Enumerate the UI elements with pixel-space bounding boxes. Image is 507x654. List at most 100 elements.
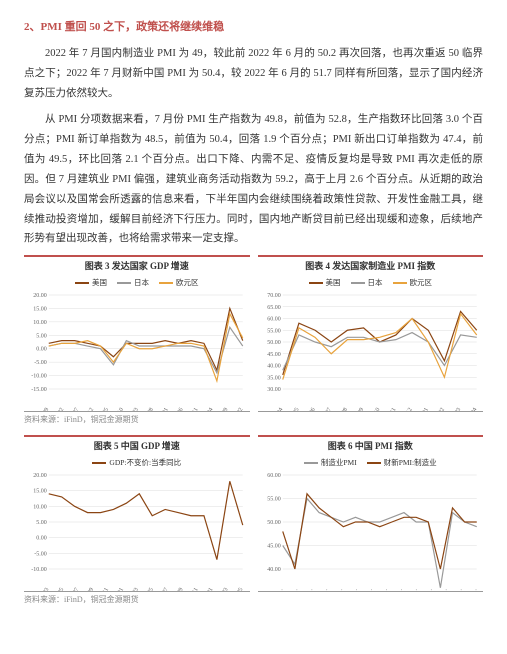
svg-text:2014…: 2014… [359, 587, 373, 591]
svg-text:45.00: 45.00 [267, 352, 281, 358]
svg-text:2002/09: 2002/09 [35, 407, 50, 411]
svg-text:5.00: 5.00 [36, 334, 47, 340]
chart-legend: 制造业PMI 财新PMI:制造业 [258, 454, 484, 471]
svg-text:2016…: 2016… [389, 587, 403, 591]
svg-text:2011-06: 2011-06 [301, 407, 316, 411]
section-title: 2、PMI 重回 50 之下，政策还将继续维稳 [24, 18, 483, 34]
legend-item: 财新PMI:制造业 [367, 457, 437, 468]
svg-text:2008…: 2008… [270, 587, 284, 591]
svg-text:65.00: 65.00 [267, 305, 281, 311]
legend-item: 日本 [351, 277, 383, 288]
svg-text:2021/02: 2021/02 [229, 407, 244, 411]
svg-text:2000-11: 2000-11 [95, 587, 110, 591]
paragraph-1: 2022 年 7 月国内制造业 PMI 为 49，较此前 2022 年 6 月的… [24, 44, 483, 104]
svg-text:1996-07: 1996-07 [65, 587, 80, 591]
legend-item: 欧元区 [393, 277, 433, 288]
svg-text:-15.00: -15.00 [31, 387, 47, 393]
svg-text:2011/03: 2011/03 [125, 407, 140, 411]
source-1: 资料来源：iFinD，铜冠金源期货 [24, 412, 483, 431]
chart-row-2: 图表 5 中国 GDP 增速GDP:不变价:当季同比-10.00-5.000.0… [24, 435, 483, 592]
svg-text:20.00: 20.00 [33, 293, 47, 299]
svg-text:2019/09: 2019/09 [215, 407, 230, 411]
svg-text:40.00: 40.00 [267, 364, 281, 370]
svg-text:50.00: 50.00 [267, 340, 281, 346]
svg-text:2021-03: 2021-03 [447, 407, 462, 411]
svg-text:2014/01: 2014/01 [155, 407, 170, 411]
svg-text:2007-05: 2007-05 [140, 587, 155, 591]
svg-text:0.00: 0.00 [36, 347, 47, 353]
legend-item: 制造业PMI [304, 457, 357, 468]
svg-text:2013…: 2013… [344, 587, 358, 591]
svg-text:2015/06: 2015/06 [170, 407, 185, 411]
svg-text:2008/05: 2008/05 [95, 407, 110, 411]
svg-text:2009/10: 2009/10 [110, 407, 125, 411]
legend-item: 日本 [117, 277, 149, 288]
svg-text:55.00: 55.00 [267, 497, 281, 503]
legend-item: 美国 [309, 277, 341, 288]
svg-text:10.00: 10.00 [33, 320, 47, 326]
legend-item: 欧元区 [159, 277, 199, 288]
svg-text:2009-07: 2009-07 [155, 587, 170, 591]
legend-item: GDP:不变价:当季同比 [92, 457, 181, 468]
svg-text:-10.00: -10.00 [31, 374, 47, 380]
svg-text:40.00: 40.00 [267, 567, 281, 573]
svg-text:2012…: 2012… [329, 587, 343, 591]
svg-text:2016-01: 2016-01 [199, 587, 214, 591]
svg-text:2019…: 2019… [434, 587, 448, 591]
svg-text:2017…: 2017… [404, 587, 418, 591]
svg-text:20.00: 20.00 [33, 473, 47, 479]
chart-title: 图表 3 发达国家 GDP 增速 [24, 255, 250, 274]
svg-text:2012-07: 2012-07 [317, 407, 332, 411]
chart-legend: 美国日本欧元区 [258, 274, 484, 291]
svg-text:2010…: 2010… [300, 587, 314, 591]
svg-text:1994-05: 1994-05 [50, 587, 65, 591]
svg-text:-5.00: -5.00 [34, 361, 47, 367]
svg-text:60.00: 60.00 [267, 317, 281, 323]
svg-text:1992-03: 1992-03 [35, 587, 50, 591]
svg-text:2015…: 2015… [374, 587, 388, 591]
paragraph-2: 从 PMI 分项数据来看，7 月份 PMI 生产指数为 49.8，前值为 52.… [24, 110, 483, 250]
svg-text:2005-03: 2005-03 [125, 587, 140, 591]
svg-text:2016/11: 2016/11 [185, 407, 200, 411]
svg-text:2018…: 2018… [419, 587, 433, 591]
svg-text:2013-11: 2013-11 [185, 587, 200, 591]
chart-3: 图表 3 发达国家 GDP 增速美国日本欧元区 -15.00 -10.00 -5.00… [24, 255, 250, 412]
chart-title: 图表 6 中国 PMI 指数 [258, 435, 484, 454]
svg-text:2010-05: 2010-05 [285, 407, 300, 411]
svg-text:2009-04: 2009-04 [269, 407, 284, 411]
svg-text:2014-09: 2014-09 [350, 407, 365, 411]
svg-text:50.00: 50.00 [267, 520, 281, 526]
svg-text:2009…: 2009… [285, 587, 299, 591]
svg-text:2020…: 2020… [449, 587, 463, 591]
svg-text:2003-01: 2003-01 [110, 587, 125, 591]
chart-legend: GDP:不变价:当季同比 [24, 454, 250, 471]
svg-text:2004/02: 2004/02 [50, 407, 65, 411]
svg-text:35.00: 35.00 [267, 376, 281, 382]
svg-text:2012/08: 2012/08 [140, 407, 155, 411]
svg-text:1998-09: 1998-09 [80, 587, 95, 591]
chart-legend: 美国日本欧元区 [24, 274, 250, 291]
svg-text:5.00: 5.00 [36, 520, 47, 526]
chart-6: 图表 6 中国 PMI 指数制造业PMI财新PMI:制造业40.0045.005… [258, 435, 484, 592]
svg-text:70.00: 70.00 [267, 293, 281, 299]
svg-text:-10.00: -10.00 [31, 567, 47, 573]
svg-text:2018/04: 2018/04 [200, 407, 215, 411]
svg-text:2011…: 2011… [315, 587, 329, 591]
svg-text:2018-03: 2018-03 [214, 587, 229, 591]
svg-text:10.00: 10.00 [33, 505, 47, 511]
svg-text:2020-02: 2020-02 [430, 407, 445, 411]
svg-text:2017-12: 2017-12 [398, 407, 413, 411]
chart-row-1: 图表 3 发达国家 GDP 增速美国日本欧元区-15.00-10.00-5.00… [24, 255, 483, 412]
chart-title: 图表 5 中国 GDP 增速 [24, 435, 250, 454]
svg-text:2006/12: 2006/12 [80, 407, 95, 411]
svg-text:2005/07: 2005/07 [65, 407, 80, 411]
svg-text:2011-09: 2011-09 [170, 587, 185, 591]
chart-5: 图表 5 中国 GDP 增速GDP:不变价:当季同比-10.00-5.000.0… [24, 435, 250, 592]
svg-text:30.00: 30.00 [267, 387, 281, 393]
svg-text:2016-11: 2016-11 [382, 407, 397, 411]
source-2: 资料来源：iFinD，铜冠金源期货 [24, 592, 483, 611]
svg-text:2019-01: 2019-01 [414, 407, 429, 411]
svg-text:60.00: 60.00 [267, 473, 281, 479]
svg-text:2013-08: 2013-08 [333, 407, 348, 411]
svg-text:2021…: 2021… [464, 587, 478, 591]
